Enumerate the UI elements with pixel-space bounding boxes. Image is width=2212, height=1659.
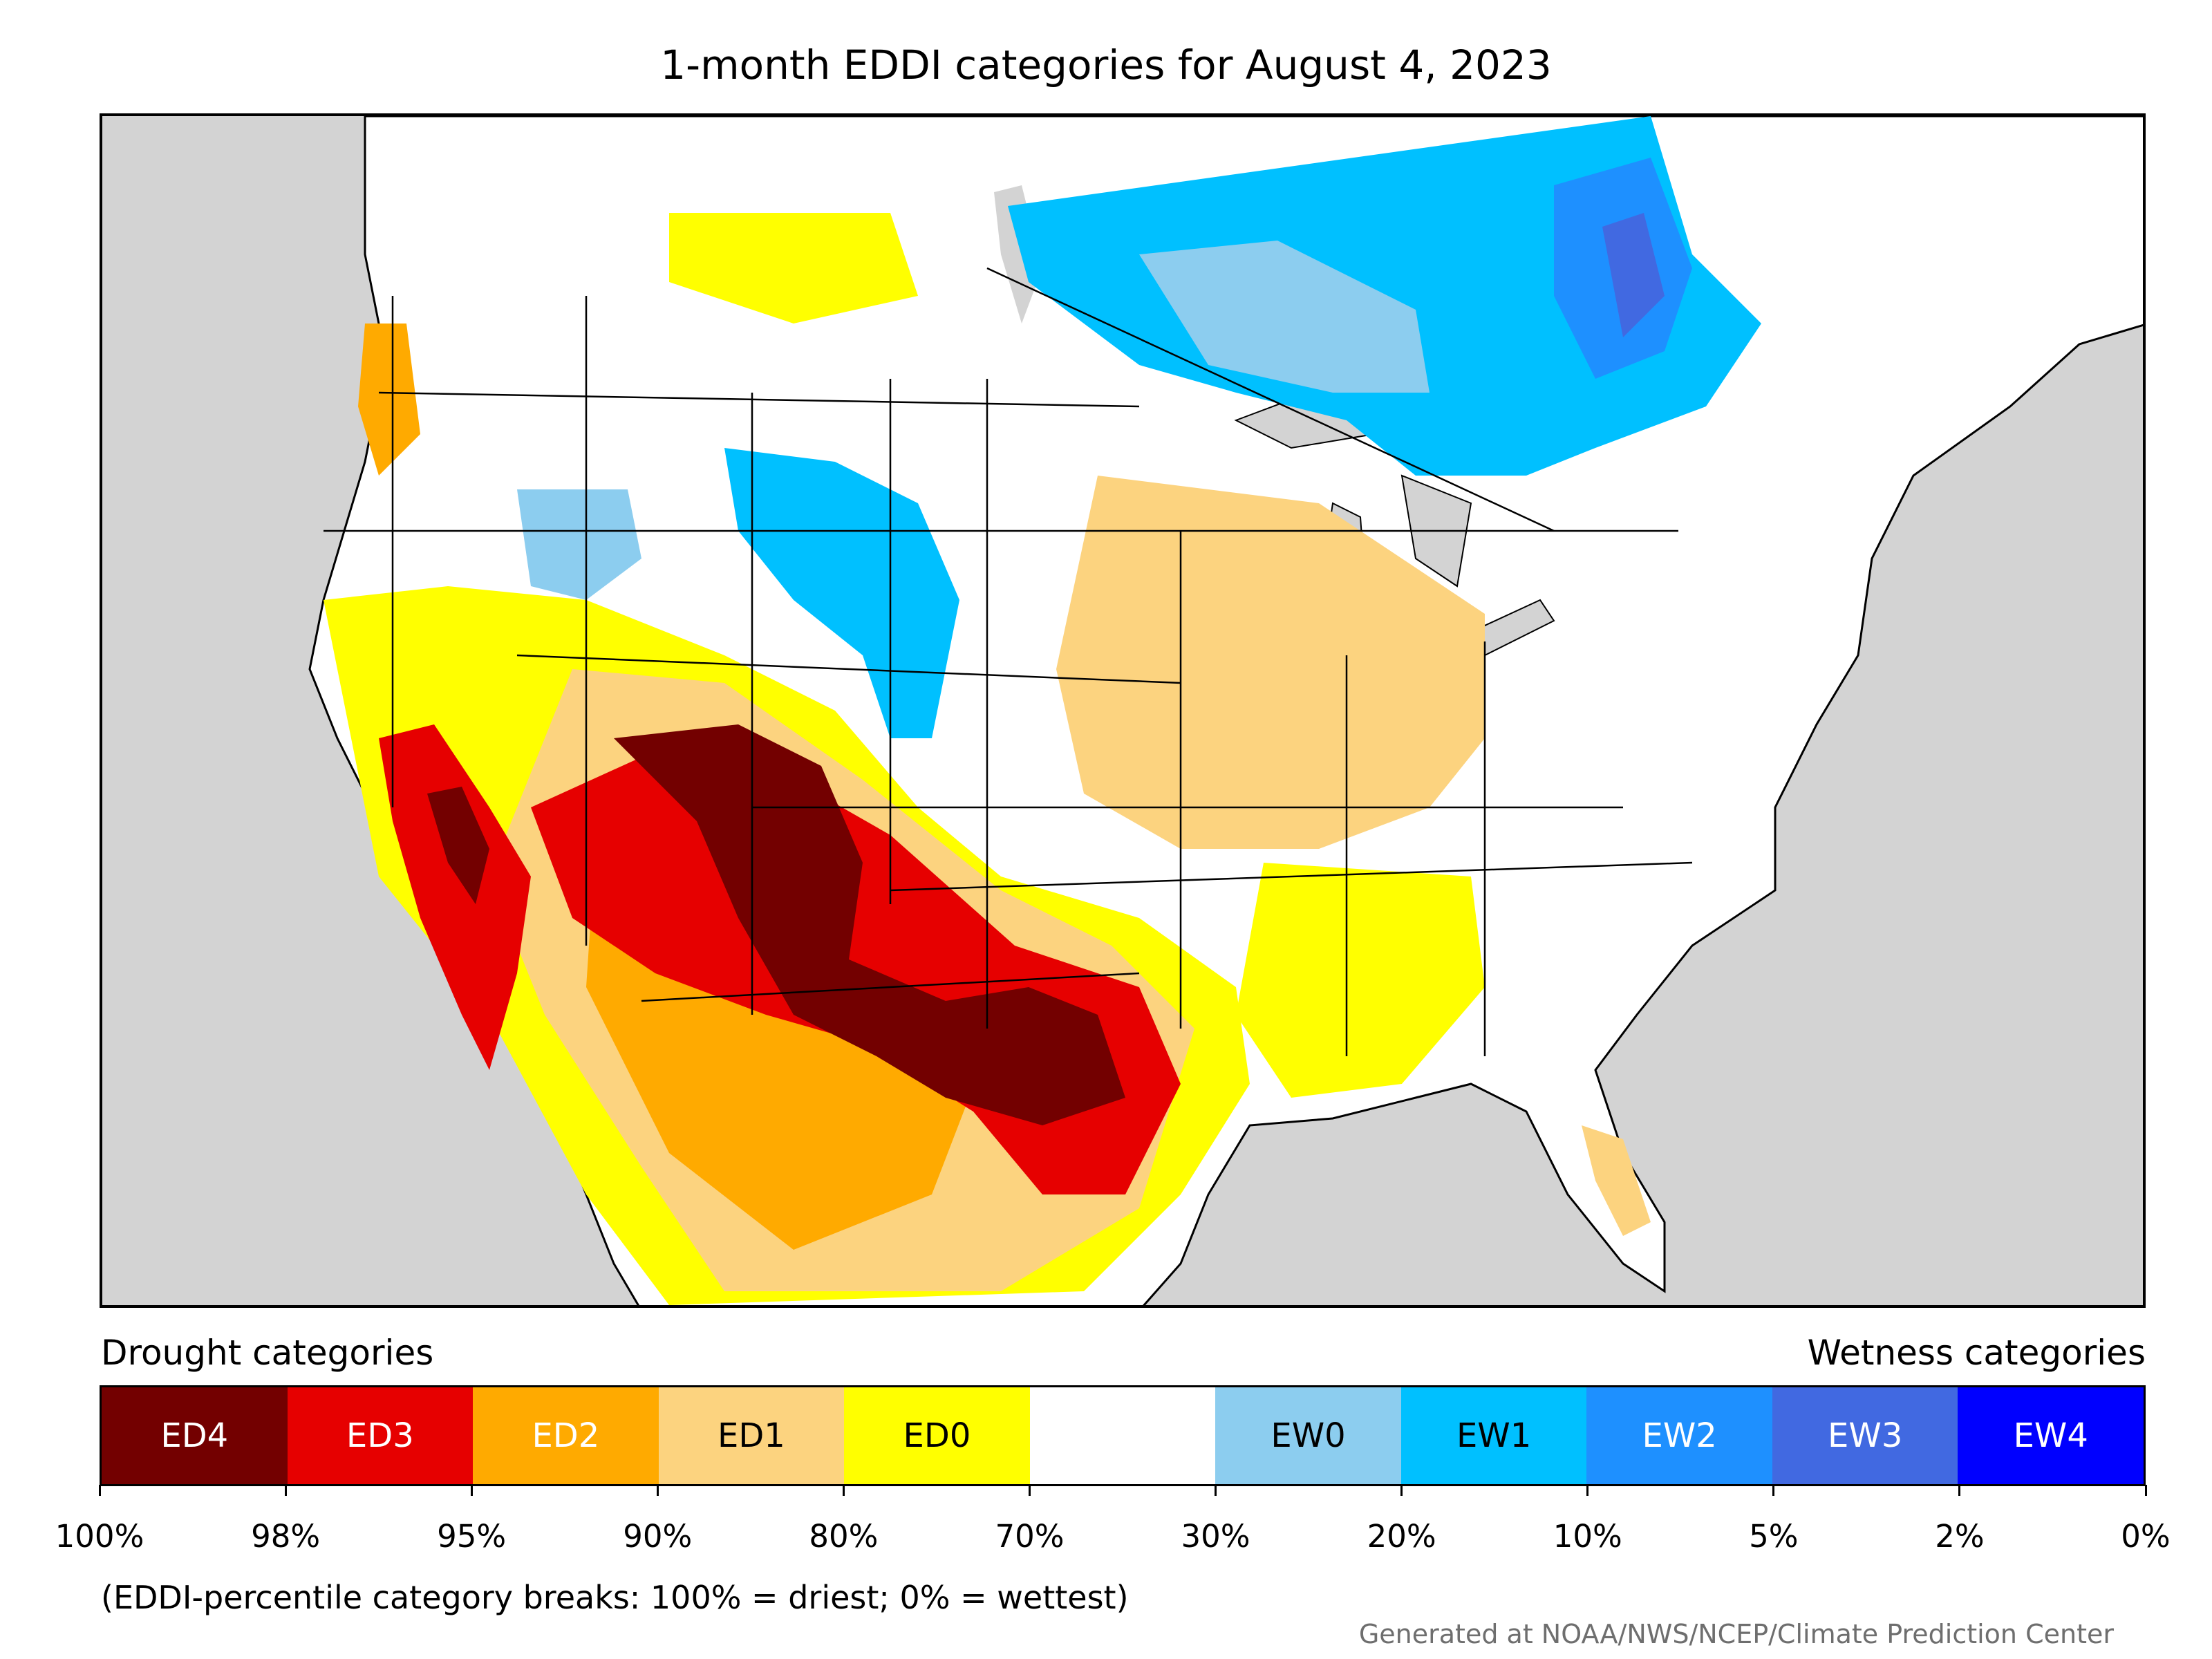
credit-line: Generated at NOAA/NWS/NCEP/Climate Predi… — [1358, 1619, 2114, 1649]
colorbar-tick-label: 2% — [1935, 1518, 1985, 1555]
plains-wet-zone — [724, 448, 959, 738]
colorbar-cell-ed1: ED1 — [658, 1387, 845, 1484]
colorbar-tick — [470, 1485, 473, 1496]
map-title: 1-month EDDI categories for August 4, 20… — [660, 41, 1552, 88]
colorbar-cell-ew1: EW1 — [1400, 1387, 1587, 1484]
category-breaks-note: (EDDI-percentile category breaks: 100% =… — [101, 1579, 1129, 1616]
colorbar-tick — [842, 1485, 845, 1496]
colorbar-tick-label: 95% — [437, 1518, 507, 1555]
colorbar-cell-ew2: EW2 — [1586, 1387, 1772, 1484]
colorbar-cell-ew4: EW4 — [1958, 1387, 2144, 1484]
colorbar-tick — [98, 1485, 101, 1496]
colorbar-tick — [656, 1485, 659, 1496]
colorbar-tick-label: 98% — [251, 1518, 321, 1555]
colorbar-tick — [1400, 1485, 1403, 1496]
oregon-ed2-zone — [358, 324, 420, 476]
colorbar-tick-label: 70% — [995, 1518, 1065, 1555]
colorbar-tick — [2144, 1485, 2147, 1496]
southwest-ed4-zone — [614, 724, 1125, 1125]
colorbar-tick-label: 20% — [1367, 1518, 1436, 1555]
state-borders — [324, 267, 1693, 1056]
colorbar-tick-label: 90% — [623, 1518, 693, 1555]
colorbar-tick — [1215, 1485, 1217, 1496]
colorbar-tick — [1586, 1485, 1589, 1496]
map-canvas — [308, 116, 2143, 1305]
drought-categories-header: Drought categories — [101, 1333, 434, 1373]
idaho-wet-zone — [517, 489, 641, 600]
colorbar-cell-ew0: EW0 — [1215, 1387, 1401, 1484]
category-colorbar: ED4 ED3 ED2 ED1 ED0 EW0 EW1 EW2 EW3 EW4 — [100, 1385, 2146, 1486]
eddi-map — [100, 113, 2146, 1308]
colorbar-cell-ew3: EW3 — [1772, 1387, 1958, 1484]
colorbar-cell-normal — [1029, 1387, 1216, 1484]
colorbar-tick-label: 5% — [1749, 1518, 1799, 1555]
colorbar-tick-label: 10% — [1553, 1518, 1622, 1555]
colorbar-tick — [1028, 1485, 1031, 1496]
colorbar-tick-label: 0% — [2121, 1518, 2171, 1555]
colorbar-cell-ed0: ED0 — [844, 1387, 1030, 1484]
california-ed4-zone — [427, 787, 489, 904]
colorbar-cell-ed2: ED2 — [473, 1387, 659, 1484]
colorbar-cell-ed3: ED3 — [287, 1387, 474, 1484]
colorbar-tick — [1772, 1485, 1775, 1496]
wetness-categories-header: Wetness categories — [1807, 1333, 2146, 1373]
california-ed3-zone — [379, 724, 531, 1070]
northern-plains-ed0 — [669, 213, 918, 324]
colorbar-tick — [1958, 1485, 1961, 1496]
canada-ew0-zone — [1139, 241, 1430, 393]
southeast-ed0-zone — [1236, 863, 1485, 1098]
colorbar-tick — [284, 1485, 287, 1496]
colorbar-tick-label: 30% — [1181, 1518, 1250, 1555]
florida-ed1-zone — [1582, 1125, 1651, 1236]
canada-ew3-zone — [1602, 213, 1665, 337]
colorbar-tick-label: 80% — [809, 1518, 879, 1555]
colorbar-tick-label: 100% — [55, 1518, 144, 1555]
colorbar-cell-ed4: ED4 — [102, 1387, 288, 1484]
midwest-ed1-zone — [1056, 476, 1485, 849]
